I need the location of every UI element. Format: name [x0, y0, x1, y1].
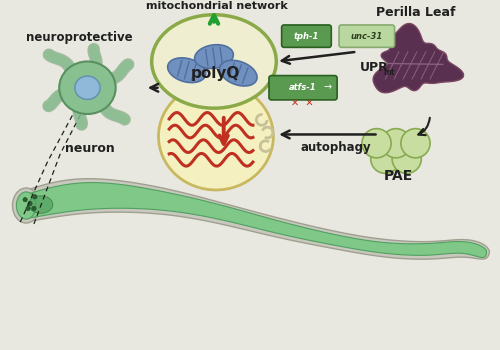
Text: unc-31: unc-31 [350, 32, 383, 41]
Text: neuroprotective: neuroprotective [26, 31, 133, 44]
FancyBboxPatch shape [282, 25, 332, 47]
Circle shape [23, 197, 28, 202]
Text: neuron: neuron [64, 142, 114, 155]
Text: polyQ: polyQ [191, 66, 240, 80]
Ellipse shape [28, 196, 53, 213]
Circle shape [32, 195, 37, 199]
Polygon shape [168, 58, 206, 83]
Circle shape [382, 129, 410, 158]
Polygon shape [28, 183, 486, 258]
Polygon shape [220, 60, 257, 86]
Circle shape [370, 144, 400, 173]
Circle shape [401, 129, 430, 158]
Polygon shape [24, 179, 489, 259]
Circle shape [28, 202, 32, 206]
Polygon shape [373, 23, 464, 93]
Ellipse shape [75, 76, 100, 99]
Ellipse shape [152, 15, 276, 108]
Circle shape [32, 206, 36, 211]
Text: UPR: UPR [360, 61, 388, 74]
Ellipse shape [59, 62, 116, 114]
Text: Perilla Leaf: Perilla Leaf [376, 6, 455, 19]
FancyBboxPatch shape [339, 25, 394, 47]
Text: atfs-1: atfs-1 [288, 83, 316, 92]
Text: mt: mt [384, 68, 395, 77]
Ellipse shape [158, 83, 274, 190]
Text: PAE: PAE [384, 169, 412, 183]
Circle shape [26, 206, 30, 211]
Ellipse shape [12, 188, 40, 223]
Circle shape [392, 144, 422, 173]
Text: tph-1: tph-1 [294, 32, 319, 41]
Ellipse shape [16, 192, 36, 219]
FancyBboxPatch shape [269, 76, 337, 100]
Text: autophagy: autophagy [300, 141, 371, 154]
Text: →: → [324, 83, 332, 93]
Text: ✕  ✕: ✕ ✕ [292, 98, 314, 108]
Circle shape [362, 129, 391, 158]
Polygon shape [194, 45, 234, 69]
Text: mitochondrial network: mitochondrial network [146, 1, 288, 11]
